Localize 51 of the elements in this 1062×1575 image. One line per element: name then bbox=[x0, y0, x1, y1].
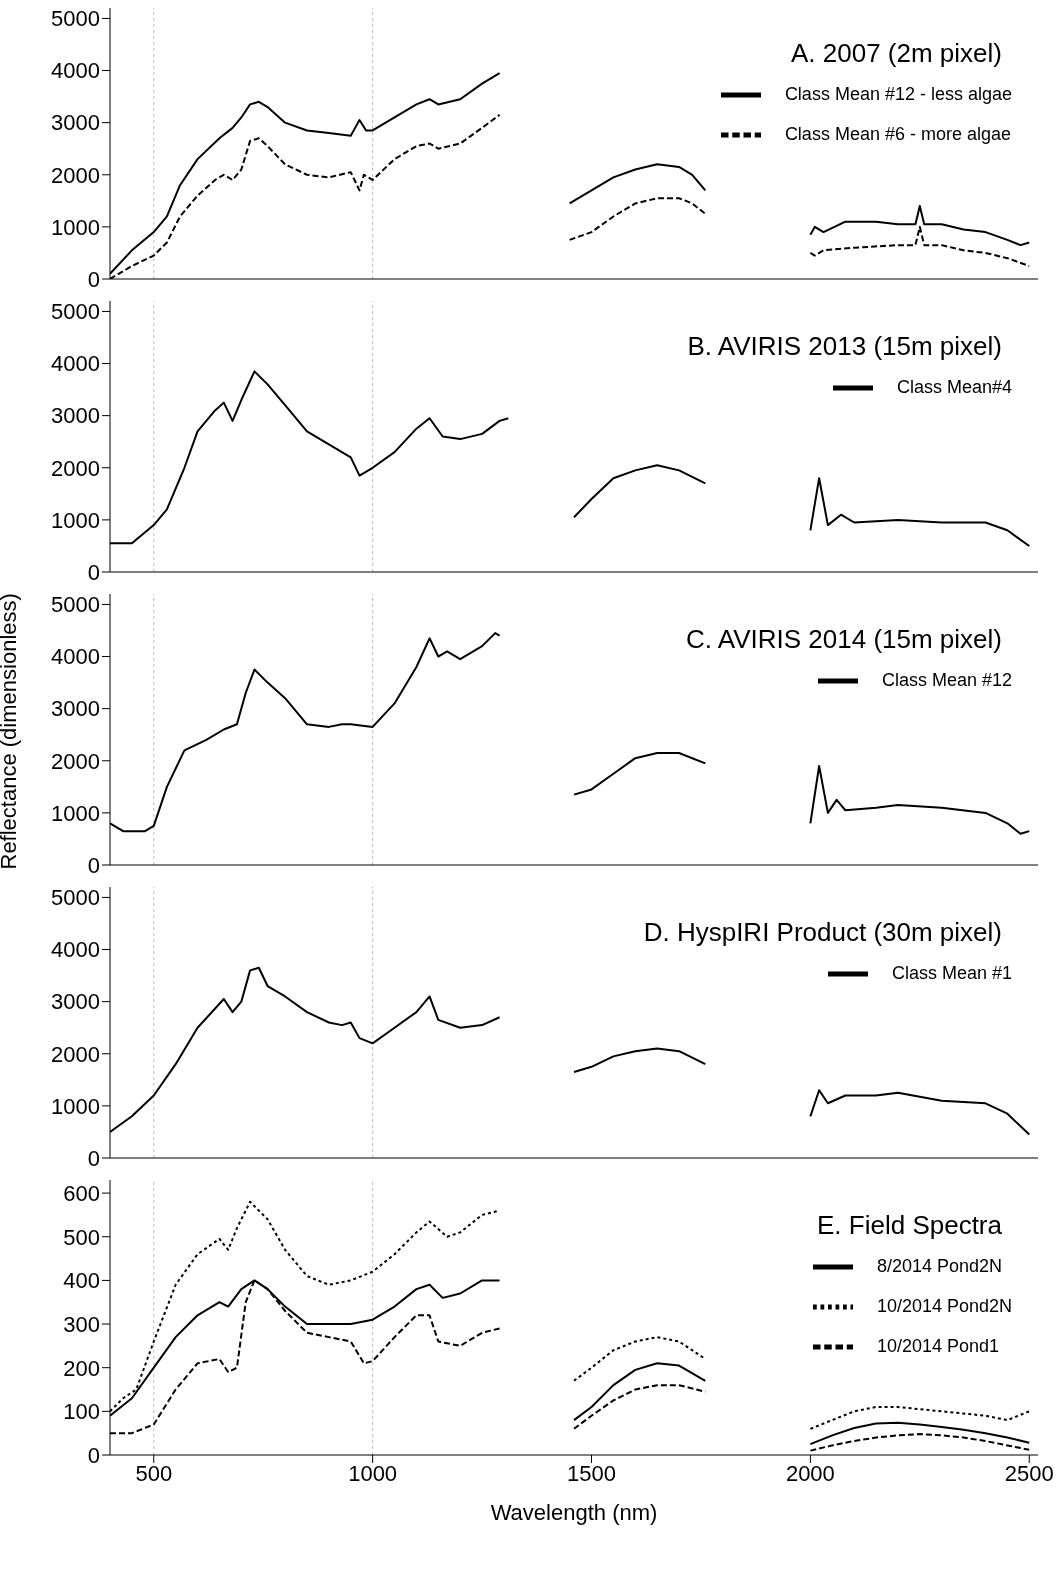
y-tick-label: 2000 bbox=[51, 455, 100, 481]
x-tick-label: 2000 bbox=[785, 1460, 835, 1486]
y-tick-label: 5000 bbox=[51, 592, 100, 618]
legend-label: Class Mean#4 bbox=[896, 376, 1012, 397]
x-axis-title: Wavelength (nm) bbox=[490, 1500, 658, 1525]
y-tick-label: 3000 bbox=[51, 989, 100, 1015]
y-tick-label: 3000 bbox=[51, 696, 100, 722]
legend-label: 8/2014 Pond2N bbox=[876, 1255, 1002, 1276]
y-tick-label: 3000 bbox=[51, 403, 100, 429]
x-tick-label: 1500 bbox=[567, 1460, 616, 1486]
legend-label: Class Mean #12 - less algae bbox=[784, 83, 1012, 104]
y-tick-label: 5000 bbox=[51, 6, 100, 32]
x-tick-label: 500 bbox=[135, 1460, 173, 1486]
y-tick-label: 500 bbox=[63, 1224, 100, 1250]
y-tick-label: 0 bbox=[87, 266, 100, 292]
y-tick-label: 2000 bbox=[51, 748, 100, 774]
y-tick-label: 5000 bbox=[51, 885, 100, 911]
legend-label: Class Mean #1 bbox=[891, 962, 1012, 983]
y-tick-label: 0 bbox=[87, 559, 100, 585]
y-tick-label: 3000 bbox=[51, 110, 100, 136]
legend-label: 10/2014 Pond2N bbox=[876, 1295, 1012, 1316]
y-tick-label: 2000 bbox=[51, 162, 100, 188]
y-tick-label: 400 bbox=[63, 1268, 100, 1294]
text: C. AVIRIS 2014 (15m pixel) bbox=[686, 624, 1002, 655]
y-tick-label: 4000 bbox=[51, 644, 100, 670]
y-tick-label: 0 bbox=[87, 1145, 100, 1171]
legend-label: 10/2014 Pond1 bbox=[876, 1335, 999, 1356]
text: A. 2007 (2m pixel) bbox=[791, 38, 1002, 69]
y-tick-label: 4000 bbox=[51, 351, 100, 377]
text: D. HyspIRI Product (30m pixel) bbox=[643, 917, 1002, 948]
y-tick-label: 0 bbox=[87, 1442, 100, 1468]
y-tick-label: 0 bbox=[87, 852, 100, 878]
y-tick-label: 5000 bbox=[51, 299, 100, 325]
y-axis-title: Reflectance (dimensionless) bbox=[0, 593, 21, 870]
y-tick-label: 600 bbox=[63, 1180, 100, 1206]
y-tick-label: 4000 bbox=[51, 58, 100, 84]
y-tick-label: 1000 bbox=[51, 214, 100, 240]
y-tick-label: 4000 bbox=[51, 937, 100, 963]
x-tick-label: 1000 bbox=[348, 1460, 398, 1486]
text: B. AVIRIS 2013 (15m pixel) bbox=[687, 331, 1002, 362]
y-tick-label: 300 bbox=[63, 1311, 100, 1337]
y-tick-label: 1000 bbox=[51, 800, 100, 826]
y-tick-label: 2000 bbox=[51, 1041, 100, 1067]
y-tick-label: 1000 bbox=[51, 507, 100, 533]
legend-label: Class Mean #12 bbox=[881, 669, 1012, 690]
legend-label: Class Mean #6 - more algae bbox=[784, 123, 1011, 144]
y-tick-label: 100 bbox=[63, 1399, 100, 1425]
x-tick-label: 2500 bbox=[1004, 1460, 1054, 1486]
y-tick-label: 200 bbox=[63, 1355, 100, 1381]
y-tick-label: 1000 bbox=[51, 1093, 100, 1119]
text: E. Field Spectra bbox=[817, 1210, 1002, 1241]
